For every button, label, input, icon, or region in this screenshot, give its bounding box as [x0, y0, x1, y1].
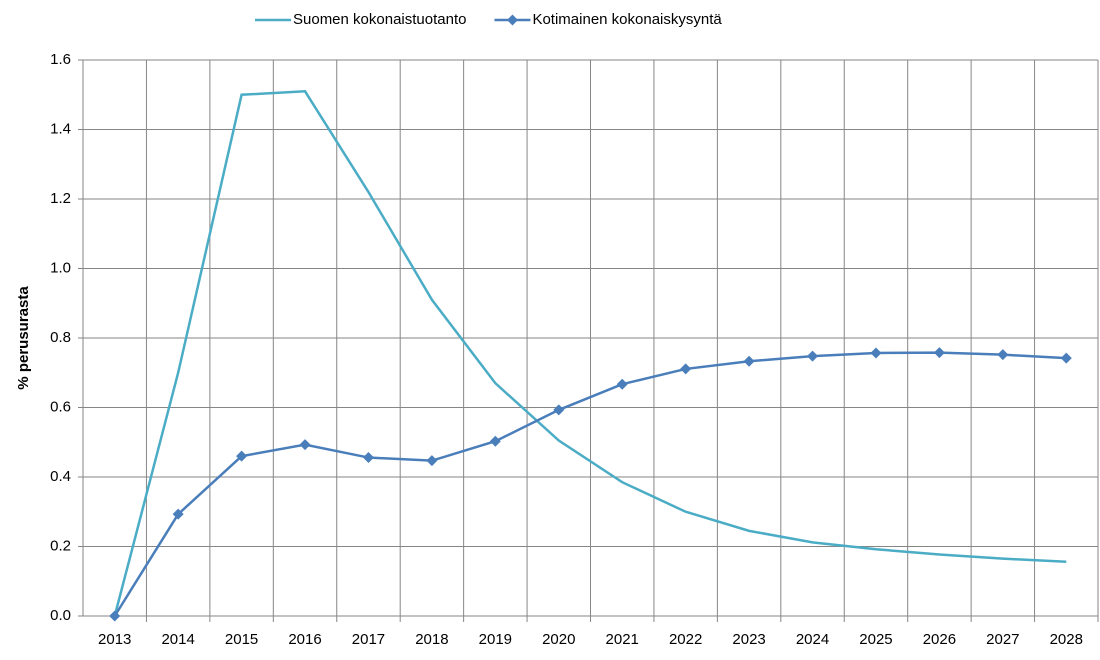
- marker: [109, 610, 121, 622]
- x-tick-label: 2028: [1050, 631, 1083, 648]
- x-tick-label: 2013: [98, 631, 131, 648]
- series-line: [113, 89, 1067, 617]
- marker: [1060, 352, 1072, 364]
- y-tick-label: 0.0: [50, 607, 71, 624]
- x-tick-label: 2027: [986, 631, 1019, 648]
- y-tick-label: 0.6: [50, 398, 71, 415]
- marker: [299, 439, 311, 451]
- marker: [680, 363, 692, 375]
- marker: [489, 435, 501, 447]
- y-tick-label: 1.4: [50, 120, 71, 137]
- x-tick-label: 2016: [288, 631, 321, 648]
- marker: [870, 347, 882, 359]
- marker: [362, 452, 374, 464]
- x-tick-label: 2026: [923, 631, 956, 648]
- x-tick-label: 2017: [352, 631, 385, 648]
- y-tick-label: 1.2: [50, 190, 71, 207]
- legend-label: Kotimainen kokonaiskysyntä: [532, 11, 722, 28]
- x-tick-label: 2015: [225, 631, 258, 648]
- legend-marker: [506, 14, 518, 26]
- x-tick-label: 2018: [415, 631, 448, 648]
- marker: [426, 455, 438, 467]
- marker: [616, 378, 628, 390]
- x-tick-label: 2023: [732, 631, 765, 648]
- y-tick-label: 0.8: [50, 329, 71, 346]
- x-tick-label: 2025: [859, 631, 892, 648]
- y-tick-label: 0.4: [50, 468, 71, 485]
- x-tick-label: 2024: [796, 631, 829, 648]
- legend-label: Suomen kokonaistuotanto: [293, 11, 466, 28]
- marker: [807, 350, 819, 362]
- marker: [933, 347, 945, 359]
- y-tick-label: 0.2: [50, 537, 71, 554]
- marker: [553, 404, 565, 416]
- marker: [743, 355, 755, 367]
- y-tick-label: 1.0: [50, 259, 71, 276]
- x-tick-label: 2019: [479, 631, 512, 648]
- x-tick-label: 2021: [606, 631, 639, 648]
- y-axis-label: % perusurasta: [15, 286, 32, 390]
- x-tick-label: 2022: [669, 631, 702, 648]
- x-tick-label: 2020: [542, 631, 575, 648]
- marker: [236, 450, 248, 462]
- x-tick-label: 2014: [161, 631, 194, 648]
- y-tick-label: 1.6: [50, 51, 71, 68]
- marker: [997, 349, 1009, 361]
- marker: [172, 508, 184, 520]
- series-line: [113, 351, 1067, 617]
